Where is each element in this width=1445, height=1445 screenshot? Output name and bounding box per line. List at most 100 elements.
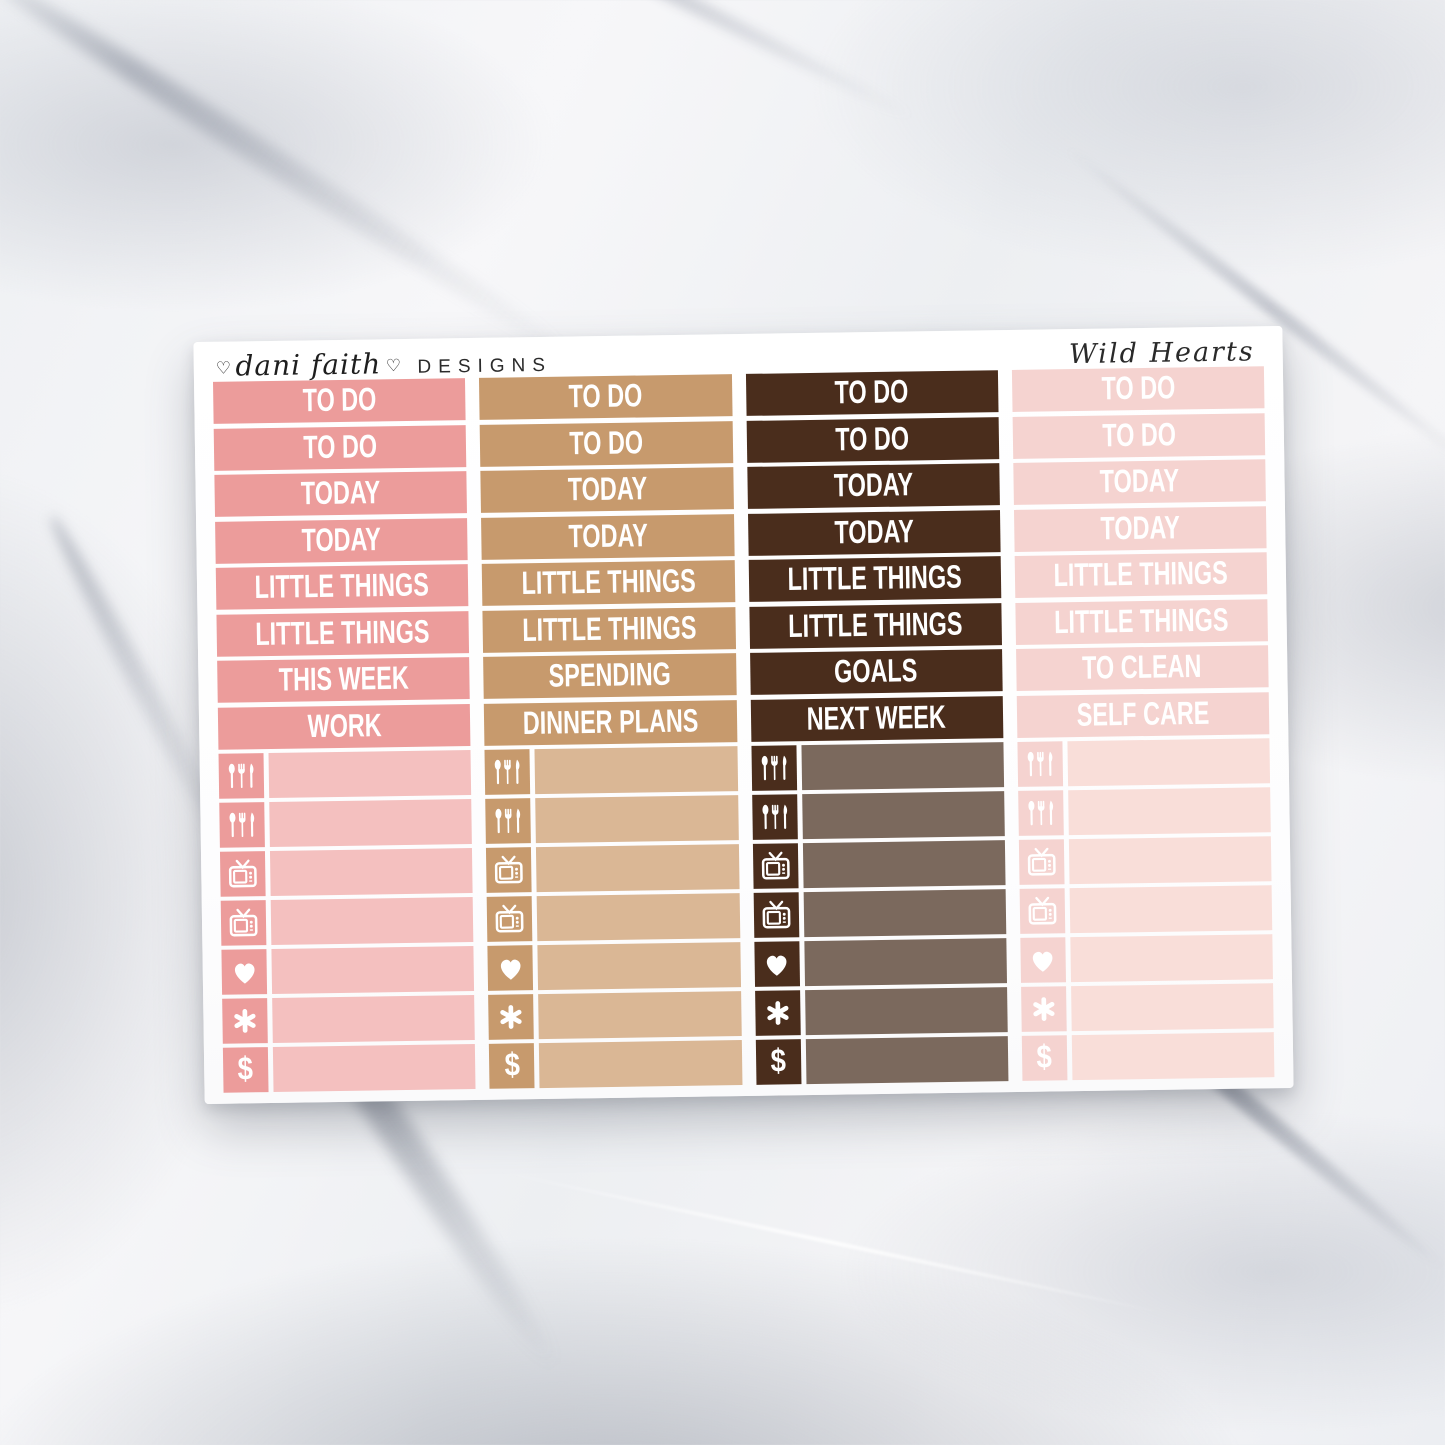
heart-sticker-row [1020,934,1273,983]
write-in-bar [272,995,476,1043]
header-sticker-label: TODAY [1100,509,1181,547]
write-in-bar [536,893,740,941]
header-sticker: TO DO [746,416,999,463]
write-in-bar [269,848,473,896]
header-sticker: LITTLE THINGS [216,610,470,657]
heart-icon [487,945,534,991]
write-in-bar [1070,983,1274,1031]
write-in-bar [269,799,473,847]
heart-icon [753,941,800,987]
write-in-bar [268,750,472,798]
sticker-columns: TO DO TO DO TODAY TODAY LITTLE THINGS LITTLE … [194,362,1294,1097]
utensils-icon [1017,790,1064,836]
brand-suffix: DESIGNS [417,354,553,378]
tv-icon [1019,888,1066,934]
header-sticker-label: LITTLE THINGS [254,567,430,606]
utensils-icon [484,749,531,795]
sticker-column-brown: TO DO TO DO TODAY TODAY LITTLE THINGS LITTLE … [745,370,1009,1089]
utensils-icon [219,802,265,848]
write-in-bar [1068,836,1272,884]
heart-icon [1020,937,1066,983]
header-sticker-label: NEXT WEEK [806,699,947,737]
write-in-bar [535,795,739,843]
utensils-sticker-row [1017,738,1271,787]
header-sticker: WORK [217,703,471,750]
header-sticker: TODAY [214,471,468,517]
dollar-sticker-row: $ [755,1036,1009,1085]
header-sticker: SPENDING [483,653,737,699]
write-in-bar [536,844,740,892]
header-sticker-label: LITTLE THINGS [255,613,431,653]
marble-vein [360,0,920,126]
write-in-bar [537,942,741,990]
utensils-sticker-row [751,791,1005,840]
brand-script-name: dani faith [235,347,382,383]
write-in-bar [539,1040,742,1088]
header-sticker-label: TODAY [1099,463,1180,500]
tv-sticker-row [486,893,740,942]
utensils-sticker-row [219,799,473,848]
utensils-sticker-row [218,750,472,799]
header-sticker-label: DINNER PLANS [522,702,699,742]
write-in-bar [803,889,1007,937]
header-sticker-label: LITTLE THINGS [787,605,963,645]
header-sticker-label: TO DO [569,424,644,462]
header-sticker: NEXT WEEK [750,695,1004,742]
header-sticker-label: GOALS [834,653,918,690]
tv-icon [486,847,532,893]
collection-title: Wild Hearts [1068,336,1255,371]
header-sticker-label: LITTLE THINGS [787,559,962,598]
header-sticker: TODAY [746,463,1000,509]
header-sticker-label: TODAY [833,467,914,504]
utensils-icon [1017,741,1063,787]
dollar-sticker-row: $ [489,1040,742,1089]
write-in-bar [1071,1032,1275,1080]
write-in-bar [538,991,742,1039]
asterisk-sticker-row [488,991,742,1040]
write-in-bar [272,1044,476,1092]
dollar-icon: $ [755,1039,801,1085]
marble-vein [0,0,586,371]
header-sticker: TODAY [215,517,468,564]
header-sticker-label: TODAY [301,521,382,559]
write-in-bar [801,791,1005,839]
header-sticker: THIS WEEK [217,657,470,703]
header-sticker: DINNER PLANS [484,699,737,746]
utensils-icon [218,753,265,799]
asterisk-icon [222,998,268,1044]
dollar-glyph: $ [1036,1039,1053,1076]
dollar-glyph: $ [770,1043,787,1080]
sticker-column-tan: TO DO TO DO TODAY TODAY LITTLE THINGS LITTLE … [479,374,742,1093]
write-in-bar [534,746,738,794]
header-sticker-label: LITTLE THINGS [521,609,697,649]
asterisk-sticker-row [1020,983,1274,1032]
header-sticker: TO DO [479,374,733,420]
tv-sticker-row [1019,885,1273,934]
heart-sticker-row [487,942,741,991]
utensils-icon [751,794,798,840]
dollar-sticker-row: $ [1021,1032,1275,1081]
header-sticker: TO DO [479,420,733,467]
utensils-sticker-row [750,742,1004,791]
header-sticker: LITTLE THINGS [481,560,735,606]
header-sticker: GOALS [749,649,1003,695]
header-sticker-label: TODAY [300,475,381,512]
dollar-sticker-row: $ [222,1044,476,1093]
header-sticker-label: TO DO [1101,416,1176,454]
asterisk-sticker-row [222,995,476,1044]
heart-icon [221,949,268,995]
heart-icon: ♡ [385,356,402,376]
dollar-icon: $ [1021,1035,1068,1081]
header-sticker-label: WORK [306,707,382,745]
dollar-glyph: $ [503,1047,520,1084]
header-sticker-label: TO DO [834,374,909,411]
write-in-bar [271,946,475,994]
header-sticker: LITTLE THINGS [215,564,469,610]
write-in-bar [803,938,1007,986]
write-in-bar [804,987,1008,1035]
header-sticker-label: TODAY [567,471,647,508]
heart-sticker-row [221,946,475,995]
header-sticker: TO DO [212,378,466,424]
header-sticker-label: TO DO [302,428,378,466]
header-sticker-label: SPENDING [548,656,672,695]
